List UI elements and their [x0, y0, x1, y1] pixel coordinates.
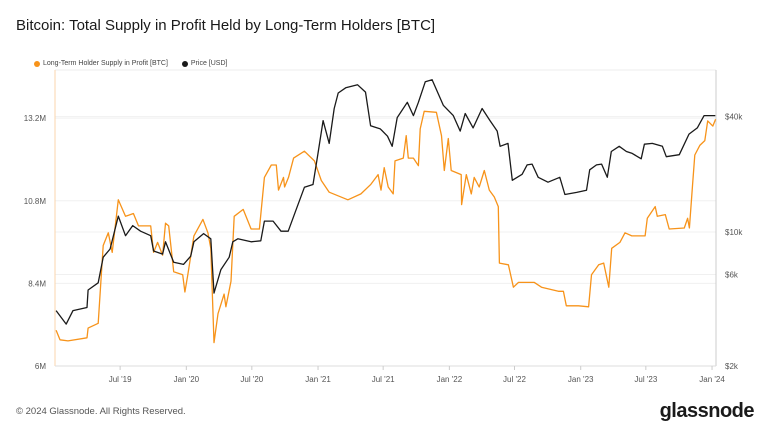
x-tick-label: Jul '19 [109, 375, 132, 384]
legend-dot-black-icon [181, 60, 188, 67]
x-tick-label: Jul '21 [372, 375, 395, 384]
y-left-tick-label: 10.8M [24, 197, 47, 206]
x-tick-label: Jan '21 [305, 375, 331, 384]
legend: Long-Term Holder Supply in Profit [BTC] … [34, 60, 227, 67]
y-right-tick-label: $10k [725, 228, 743, 237]
y-right-tick-label: $6k [725, 271, 739, 280]
y-right-tick-label: $2k [725, 362, 739, 371]
glassnode-logo: glassnode [659, 400, 755, 422]
x-tick-label: Jan '24 [699, 375, 725, 384]
x-tick-label: Jul '22 [503, 375, 526, 384]
x-tick-label: Jan '23 [568, 375, 594, 384]
x-tick-label: Jul '23 [634, 375, 657, 384]
x-tick-label: Jan '22 [437, 375, 463, 384]
y-left-tick-label: 13.2M [24, 114, 47, 123]
copyright-footer: © 2024 Glassnode. All Rights Reserved. [16, 406, 186, 417]
legend-label-supply: Long-Term Holder Supply in Profit [BTC] [43, 60, 168, 67]
series-line-lth-supply-in-profit [55, 110, 717, 344]
legend-item-price[interactable]: Price [USD] [181, 60, 228, 67]
y-left-tick-label: 8.4M [28, 279, 46, 288]
legend-dot-orange-icon [34, 60, 40, 67]
y-right-tick-label: $40k [725, 113, 743, 122]
legend-label-price: Price [USD] [190, 60, 228, 67]
series-line-price [55, 79, 716, 325]
y-left-tick-label: 6M [35, 362, 46, 371]
x-tick-label: Jan '20 [174, 375, 200, 384]
x-tick-label: Jul '20 [240, 375, 263, 384]
legend-item-supply[interactable]: Long-Term Holder Supply in Profit [BTC] [34, 60, 168, 67]
chart-title: Bitcoin: Total Supply in Profit Held by … [16, 17, 436, 34]
